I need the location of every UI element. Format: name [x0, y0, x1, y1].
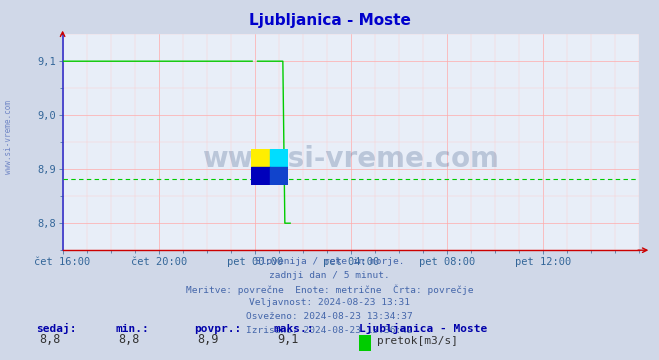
- Text: Slovenija / reke in morje.: Slovenija / reke in morje.: [255, 257, 404, 266]
- Bar: [270, 149, 288, 167]
- Text: 8,9: 8,9: [198, 333, 219, 346]
- Text: Izrisano: 2024-08-23 13:36:42: Izrisano: 2024-08-23 13:36:42: [246, 326, 413, 335]
- Text: Ljubljanica - Moste: Ljubljanica - Moste: [248, 13, 411, 28]
- Text: Osveženo: 2024-08-23 13:34:37: Osveženo: 2024-08-23 13:34:37: [246, 312, 413, 321]
- Text: 8,8: 8,8: [119, 333, 140, 346]
- Text: 9,1: 9,1: [277, 333, 298, 346]
- Text: Meritve: povrečne  Enote: metrične  Črta: povrečje: Meritve: povrečne Enote: metrične Črta: …: [186, 285, 473, 295]
- Bar: [251, 149, 270, 167]
- Text: www.si-vreme.com: www.si-vreme.com: [4, 100, 13, 174]
- Text: sedaj:: sedaj:: [36, 323, 76, 334]
- Bar: [270, 167, 288, 185]
- Text: povpr.:: povpr.:: [194, 324, 242, 334]
- Text: Veljavnost: 2024-08-23 13:31: Veljavnost: 2024-08-23 13:31: [249, 298, 410, 307]
- Text: min.:: min.:: [115, 324, 149, 334]
- Text: maks.:: maks.:: [273, 324, 314, 334]
- Text: 8,8: 8,8: [40, 333, 61, 346]
- Text: pretok[m3/s]: pretok[m3/s]: [377, 336, 458, 346]
- Bar: [251, 167, 270, 185]
- Text: Ljubljanica - Moste: Ljubljanica - Moste: [359, 323, 488, 334]
- Text: www.si-vreme.com: www.si-vreme.com: [202, 145, 500, 174]
- Text: zadnji dan / 5 minut.: zadnji dan / 5 minut.: [269, 271, 390, 280]
